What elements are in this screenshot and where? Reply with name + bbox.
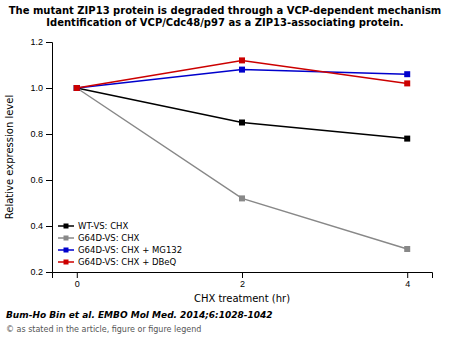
legend: WT-VS: CHX G64D-VS: CHX G64D-VS: CHX + MG1…: [58, 221, 182, 267]
tick-label: 0.8: [30, 129, 43, 139]
tick-label: 0.6: [30, 175, 43, 185]
legend-label: G64D-VS: CHX: [78, 233, 140, 243]
tick: 0: [75, 272, 80, 289]
legend-item: G64D-VS: CHX + MG132: [58, 245, 182, 255]
legend-marker: [64, 224, 69, 229]
marker: [404, 246, 410, 252]
x-axis: 0 2 4: [53, 272, 433, 289]
tick-mark: [46, 226, 52, 227]
tick-label: 4: [405, 279, 410, 289]
tick-mark: [46, 180, 52, 181]
title-line: The mutant ZIP13 protein is degraded thr…: [9, 5, 442, 16]
marker: [239, 195, 245, 201]
marker: [404, 80, 410, 86]
tick: 0.8: [30, 129, 52, 139]
tick-label: 1.0: [30, 83, 43, 93]
marker: [239, 57, 245, 63]
line: [77, 88, 407, 139]
title-line: Identification of VCP/Cdc48/p97 as a ZIP…: [46, 17, 403, 28]
tick: 4: [405, 272, 410, 289]
tick: 0.2: [30, 267, 52, 277]
legend-item: G64D-VS: CHX + DBeQ: [58, 257, 177, 267]
axis-line: [53, 273, 433, 279]
chart: The mutant ZIP13 protein is degraded thr…: [0, 0, 450, 338]
plot: 0 2 4 0.2 0.4 0.6 0.8 1.0 1.2 WT-VS: CHX G64D-VS: …: [30, 37, 432, 289]
legend-item: WT-VS: CHX: [58, 221, 128, 231]
marker: [74, 85, 80, 91]
marker: [404, 136, 410, 142]
tick-mark: [407, 272, 408, 278]
y-axis-title: Relative expression level: [4, 95, 15, 219]
tick-label: 0.4: [30, 221, 43, 231]
legend-label: G64D-VS: CHX + DBeQ: [78, 257, 177, 267]
tick: 0.4: [30, 221, 52, 231]
y-axis: 0.2 0.4 0.6 0.8 1.0 1.2: [30, 37, 52, 277]
marker: [239, 120, 245, 126]
title: The mutant ZIP13 protein is degraded thr…: [9, 5, 442, 28]
legend-label: WT-VS: CHX: [78, 221, 128, 231]
tick: 1.2: [30, 37, 52, 47]
legend-label: G64D-VS: CHX + MG132: [78, 245, 182, 255]
tick-mark: [242, 272, 243, 278]
tick-label: 0.2: [30, 267, 43, 277]
tick-mark: [77, 272, 78, 278]
legend-marker: [64, 248, 69, 253]
tick-label: 2: [240, 279, 245, 289]
legend-item: G64D-VS: CHX: [58, 233, 140, 243]
tick: 0.6: [30, 175, 52, 185]
axis-line: [46, 43, 53, 273]
x-axis-title: CHX treatment (hr): [194, 293, 290, 304]
marker: [239, 67, 245, 73]
tick-mark: [46, 272, 52, 273]
marks: [74, 57, 410, 252]
marker: [404, 71, 410, 77]
tick-label: 0: [75, 279, 80, 289]
annotation: Bum-Ho Bin et al. EMBO Mol Med. 2014;6:1…: [6, 310, 272, 320]
line: [77, 60, 407, 88]
tick: 1.0: [30, 83, 52, 93]
tick-mark: [46, 134, 52, 135]
marker: [74, 85, 80, 91]
tick-mark: [46, 42, 52, 43]
tick: 2: [240, 272, 245, 289]
legend-marker: [64, 236, 69, 241]
legend-marker: [64, 260, 69, 265]
marker: [74, 85, 80, 91]
marker: [74, 85, 80, 91]
line: [77, 88, 407, 249]
tick-mark: [46, 88, 52, 89]
tick-label: 1.2: [30, 37, 43, 47]
annotation: © as stated in the article, figure or fi…: [6, 325, 201, 334]
